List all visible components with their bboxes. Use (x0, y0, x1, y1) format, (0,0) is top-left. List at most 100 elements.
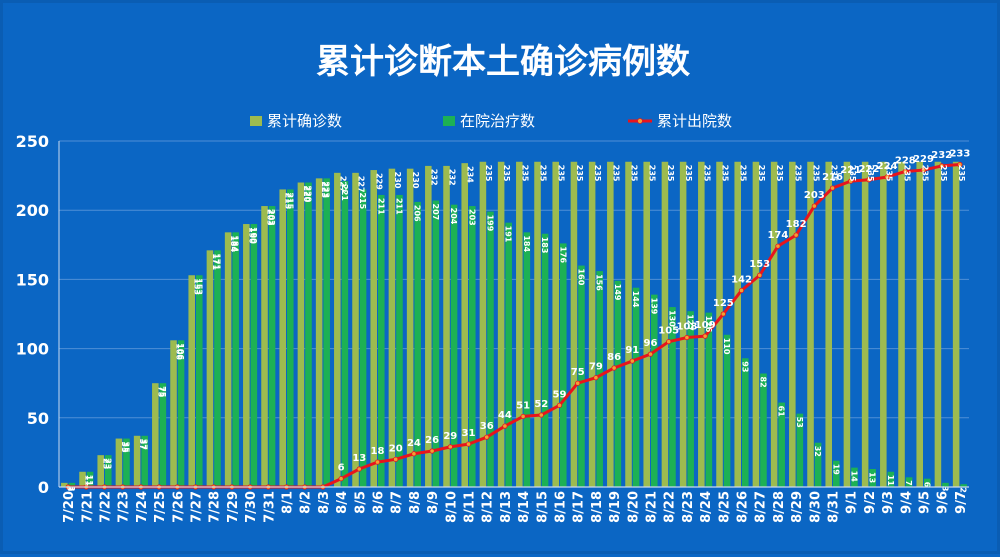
discharged-point (629, 358, 635, 364)
bar-hospitalized (796, 413, 804, 487)
bar-value-label: 2 (959, 487, 968, 493)
plot-area (59, 141, 969, 487)
legend-swatch (443, 116, 455, 126)
x-tick-label: 8/4 (335, 491, 350, 514)
x-tick-label: 7/26 (171, 491, 186, 523)
x-tick-label: 9/3 (881, 491, 896, 514)
bar-hospitalized (341, 181, 349, 488)
bar-value-label: 235 (793, 165, 802, 182)
bar-cumulative (843, 161, 851, 487)
x-tick-label: 8/14 (517, 491, 532, 523)
bar-cumulative (825, 161, 832, 487)
bar-value-label: 3 (67, 486, 76, 492)
bar-value-label: 206 (413, 205, 422, 222)
bar-cumulative (315, 178, 323, 488)
bar-cumulative (516, 161, 523, 487)
bar-cumulative (352, 172, 359, 487)
bar-value-label: 199 (485, 215, 494, 232)
bar-value-label: 207 (431, 204, 440, 221)
bar-value-label: 127 (686, 314, 695, 331)
bar-value-label: 144 (631, 291, 640, 308)
x-tick-label: 8/11 (463, 491, 478, 523)
line-value-label: 36 (480, 421, 494, 432)
bar-value-label: 235 (593, 165, 602, 182)
discharged-point (757, 272, 763, 278)
bar-value-label: 156 (595, 274, 604, 291)
bar-hospitalized (833, 460, 840, 487)
bar-value-label: 221 (340, 184, 349, 201)
bar-value-label: 235 (484, 165, 493, 182)
discharged-point (374, 459, 381, 465)
x-tick-label: 8/19 (608, 491, 623, 523)
line-value-label: 229 (913, 154, 934, 165)
bar-value-label: 235 (812, 165, 821, 182)
x-tick-label: 8/18 (590, 491, 605, 523)
chart-title: 累计诊断本土确诊病例数 (316, 42, 690, 82)
line-value-label: 86 (607, 352, 621, 363)
line-value-label: 174 (767, 230, 788, 241)
line-value-label: 6 (338, 463, 345, 474)
bar-hospitalized (705, 312, 713, 487)
bar-value-label: 32 (813, 446, 822, 457)
bar-cumulative (552, 161, 559, 487)
legend-label: 累计出院数 (657, 112, 732, 130)
bar-hospitalized (469, 206, 476, 487)
discharged-point (920, 167, 927, 173)
discharged-point (502, 423, 508, 429)
bar-value-label: 61 (777, 406, 786, 418)
bar-cumulative (916, 161, 923, 487)
bar-hospitalized (505, 222, 512, 487)
bar-value-label: 3 (65, 486, 74, 492)
x-tick-label: 9/6 (936, 491, 951, 514)
discharged-point (684, 334, 690, 341)
line-value-label: 142 (731, 274, 752, 285)
x-tick-label: 8/30 (808, 491, 823, 523)
bar-value-label: 203 (266, 209, 275, 226)
bar-hospitalized (887, 471, 895, 487)
discharged-point (575, 380, 581, 386)
legend-swatch (250, 116, 262, 126)
bar-value-label: 235 (702, 165, 711, 182)
discharged-point (447, 444, 453, 450)
bar-hospitalized (250, 224, 258, 488)
y-tick-label: 200 (16, 201, 49, 220)
x-tick-label: 8/8 (408, 491, 423, 514)
discharged-point (902, 168, 908, 175)
bar-hospitalized (760, 373, 767, 487)
bar-value-label: 215 (358, 192, 367, 209)
x-tick-label: 8/9 (426, 491, 441, 514)
bar-value-label: 35 (120, 442, 129, 454)
x-tick-label: 8/3 (317, 491, 332, 514)
y-tick-label: 150 (16, 270, 49, 289)
bar-hospitalized (450, 204, 458, 487)
bar-cumulative (861, 161, 869, 487)
bar-value-label: 232 (448, 169, 457, 186)
bar-cumulative (734, 161, 741, 487)
x-tick-label: 8/25 (717, 491, 732, 523)
bar-value-label: 191 (504, 226, 513, 243)
discharged-point (793, 232, 799, 238)
bar-cumulative (152, 383, 159, 487)
x-tick-label: 8/5 (353, 491, 368, 514)
bar-cumulative (479, 161, 487, 487)
bar-cumulative (61, 482, 68, 487)
line-value-label: 75 (571, 367, 585, 378)
bar-hospitalized (523, 232, 531, 487)
bar-value-label: 37 (140, 439, 149, 450)
bar-hospitalized (268, 206, 276, 487)
bar-value-label: 235 (575, 165, 584, 182)
line-value-label: 125 (713, 298, 734, 309)
bar-value-label: 160 (576, 269, 585, 286)
bar-value-label: 235 (721, 165, 730, 182)
discharged-point (429, 448, 435, 454)
bar-value-label: 235 (557, 165, 566, 182)
bar-cumulative (752, 161, 760, 487)
bar-hospitalized (105, 455, 112, 487)
discharged-point (520, 413, 526, 420)
line-value-label: 109 (695, 320, 716, 331)
bar-value-label: 235 (684, 165, 693, 182)
line-value-label: 233 (949, 149, 970, 160)
bar-value-label: 235 (884, 165, 893, 182)
bar-cumulative (952, 161, 960, 487)
line-value-label: 153 (749, 259, 770, 270)
